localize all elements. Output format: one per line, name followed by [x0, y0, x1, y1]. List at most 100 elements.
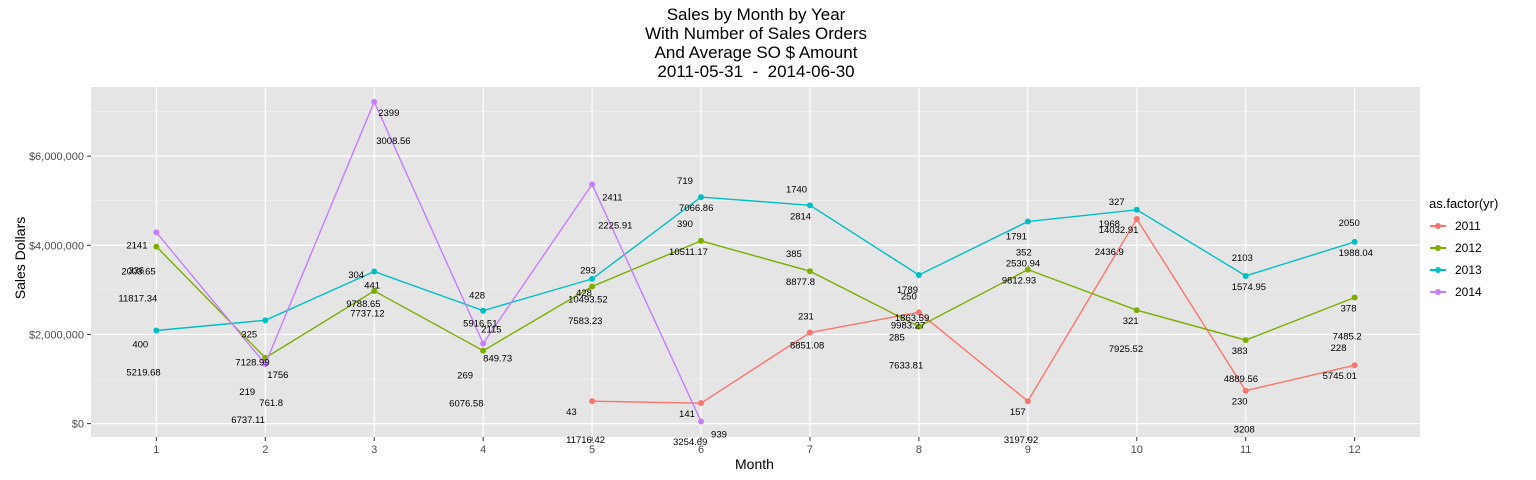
legend-item-2011: 2011 [1429, 215, 1498, 237]
data-point-2011 [1133, 216, 1140, 223]
data-point-2013 [1024, 218, 1031, 225]
data-label-avg-2012: 6737.11 [231, 415, 265, 426]
x-tick-label: 5 [589, 444, 595, 456]
x-tick-label: 2 [262, 444, 268, 456]
x-tick-label: 8 [916, 444, 922, 456]
data-point-2011 [698, 400, 705, 407]
series-lines [153, 98, 1358, 425]
data-label-count-2014: 2141 [126, 240, 147, 251]
legend-label-2011: 2011 [1455, 219, 1481, 233]
data-label-count-2012: 219 [239, 387, 255, 398]
data-point-2013 [698, 194, 705, 201]
data-label-count-2011: 157 [1010, 407, 1026, 418]
data-label-count-2011: 141 [679, 409, 695, 420]
data-label-count-2014: 2399 [378, 108, 399, 119]
data-label-avg-2014: 3008.56 [376, 136, 410, 147]
data-label-count-2013: 400 [132, 340, 148, 351]
data-label-count-2013: 1791 [1006, 232, 1027, 243]
data-label-avg-2013: 7128.99 [235, 357, 269, 368]
data-point-2014 [153, 229, 160, 236]
data-point-2011 [1024, 398, 1031, 405]
data-label-count-2011: 43 [566, 407, 577, 418]
legend-item-2014: 2014 [1429, 281, 1498, 303]
x-tick-label: 3 [371, 444, 377, 456]
data-label-avg-2014: 2003.65 [121, 266, 155, 277]
legend-item-2012: 2012 [1429, 237, 1498, 259]
data-label-avg-2012: 9812.93 [1002, 276, 1036, 287]
data-label-avg-2012: 7485.2 [1333, 331, 1362, 342]
data-label-avg-2012: 11817.34 [118, 294, 157, 305]
data-label-count-2011: 231 [798, 311, 814, 322]
data-label-avg-2013: 2814 [790, 211, 811, 222]
legend-label-2013: 2013 [1455, 263, 1482, 277]
data-label-count-2014: 1756 [267, 370, 288, 381]
data-label-count-2013: 2050 [1339, 218, 1360, 229]
data-label-count-2012: 285 [889, 333, 905, 344]
data-point-2014 [589, 181, 596, 188]
legend-label-2014: 2014 [1455, 285, 1482, 299]
x-tick-label: 10 [1131, 444, 1143, 456]
data-labels: 43 11716.42 141 3254.69 231 8851.08 250 9983.27… [118, 108, 1373, 448]
legend: as.factor(yr) 2011 2012 2013 2014 [1429, 196, 1498, 303]
data-label-avg-2013: 2436.9 [1095, 247, 1124, 258]
x-tick-label: 6 [698, 444, 704, 456]
data-label-count-2012: 269 [457, 371, 473, 382]
data-point-2011 [1242, 387, 1249, 394]
y-tick-label: $4,000,000 [29, 240, 84, 252]
data-label-avg-2014: 849.73 [483, 353, 512, 364]
legend-key-2012 [1429, 239, 1447, 257]
data-label-count-2014: 939 [711, 429, 727, 440]
legend-key-2013 [1429, 261, 1447, 279]
data-point-2012 [698, 237, 705, 244]
data-point-2012 [1133, 307, 1140, 314]
data-label-count-2013: 2103 [1232, 253, 1253, 264]
data-label-avg-2013: 1988.04 [1339, 248, 1373, 259]
data-point-2011 [915, 309, 922, 316]
data-label-avg-2013: 5916.51 [463, 319, 497, 330]
data-label-avg-2011: 11716.42 [566, 435, 605, 446]
data-point-2012 [153, 243, 160, 250]
data-label-count-2013: 719 [677, 176, 693, 187]
data-point-2013 [1351, 238, 1358, 245]
data-label-count-2012: 352 [1016, 248, 1032, 259]
data-label-avg-2011: 3254.69 [673, 437, 707, 448]
data-label-count-2014: 2411 [602, 192, 622, 203]
data-label-count-2011: 327 [1109, 197, 1125, 208]
data-label-avg-2013: 7066.86 [679, 203, 713, 214]
data-label-count-2012: 378 [1341, 303, 1357, 314]
data-label-count-2012: 390 [677, 219, 693, 230]
data-label-avg-2012: 7925.52 [1109, 344, 1143, 355]
data-label-count-2012: 383 [1232, 346, 1248, 357]
data-label-avg-2013: 1863.59 [895, 313, 929, 324]
chart-title-line-1: Sales by Month by Year [666, 5, 846, 24]
data-label-avg-2013: 5219.68 [126, 368, 160, 379]
data-label-count-2012: 293 [580, 266, 596, 277]
data-point-2011 [806, 329, 813, 336]
y-tick-label: $0 [72, 419, 84, 431]
x-tick-label: 7 [807, 444, 813, 456]
legend-key-2014 [1429, 283, 1447, 301]
x-tick-label: 4 [480, 444, 486, 456]
data-label-avg-2014: 2225.91 [598, 220, 632, 231]
data-point-2012 [1242, 337, 1249, 344]
data-label-avg-2011: 14032.91 [1099, 225, 1139, 236]
data-label-avg-2011: 5745.01 [1323, 371, 1357, 382]
data-label-avg-2013: 2530.94 [1006, 259, 1040, 270]
data-label-count-2012: 321 [1123, 316, 1139, 327]
y-tick-label: $2,000,000 [29, 329, 84, 341]
data-label-count-2011: 250 [901, 291, 917, 302]
data-label-avg-2012: 8877.8 [786, 277, 815, 288]
data-label-count-2013: 441 [364, 280, 380, 291]
chart-title-line-4: 2011-05-31 - 2014-06-30 [657, 62, 855, 81]
data-point-2012 [589, 283, 596, 290]
series-line-2014 [155, 100, 702, 422]
data-label-avg-2013: 7583.23 [568, 316, 602, 327]
y-tick-label: $6,000,000 [29, 151, 84, 163]
data-point-2011 [589, 398, 596, 405]
data-label-avg-2012: 9788.65 [346, 299, 380, 310]
x-tick-label: 11 [1240, 444, 1251, 456]
data-label-avg-2011: 8851.08 [790, 340, 824, 351]
plot-panel [91, 87, 1420, 437]
